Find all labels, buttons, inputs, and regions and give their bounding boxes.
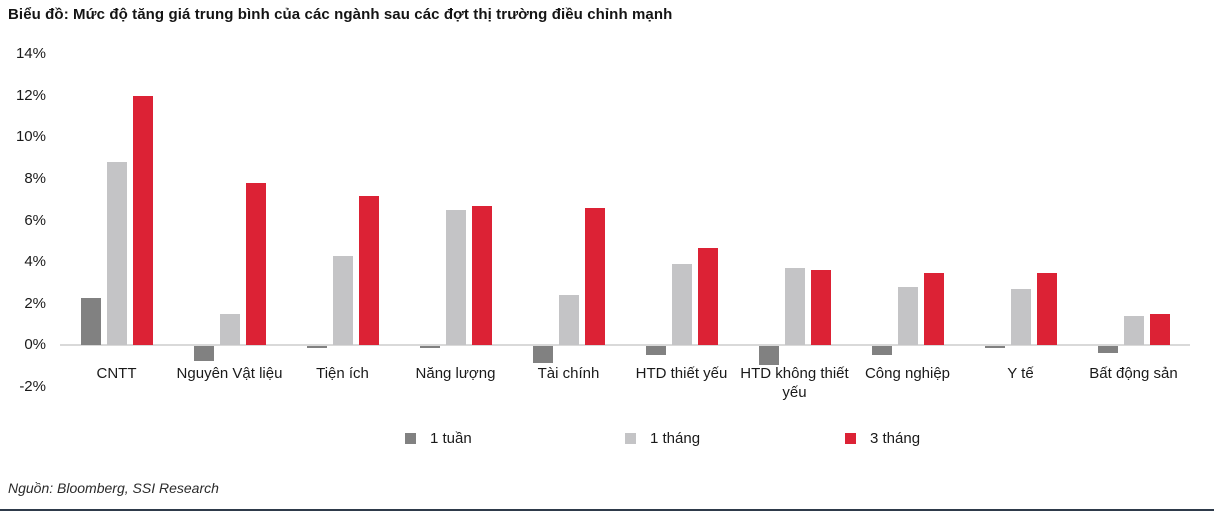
bar-1-tha-ng-cntt: [106, 162, 127, 346]
bottom-rule: [0, 509, 1214, 511]
bar-1-tha-ng-ta-i-chi-nh: [558, 295, 579, 346]
y-tick--2: -2%: [19, 378, 46, 395]
legend-swatch-3-tha-ng: [845, 432, 856, 444]
bar-1-tua-n-co-ng-nghie-p: [871, 346, 892, 355]
y-tick-14: 14%: [15, 45, 46, 62]
bar-3-tha-ng-co-ng-nghie-p: [923, 272, 944, 346]
legend-item-1-tua-n: 1 tuần: [405, 428, 472, 448]
bar-3-tha-ng-nguye-n-va-t-lie-u: [245, 183, 266, 346]
bar-1-tua-n-cntt: [80, 297, 101, 346]
legend-label-1-tua-n: 1 tuần: [430, 429, 472, 447]
bar-1-tha-ng-y-te: [1010, 289, 1031, 346]
legend-swatch-1-tha-ng: [625, 432, 636, 444]
legend-label-1-tha-ng: 1 tháng: [650, 429, 701, 447]
bar-1-tua-n-htd-kho-ng-thie-t-ye-u: [758, 346, 779, 366]
zero-baseline: [60, 344, 1190, 346]
bar-1-tha-ng-htd-kho-ng-thie-t-ye-u: [784, 268, 805, 346]
bar-1-tua-n-ta-i-chi-nh: [532, 346, 553, 364]
y-tick-8: 8%: [24, 169, 46, 187]
x-label-y-te: Y tế: [1007, 365, 1034, 382]
bar-3-tha-ng-htd-thie-t-ye-u: [697, 247, 718, 346]
y-tick-2: 2%: [24, 294, 46, 312]
legend-swatch-1-tua-n: [405, 432, 416, 444]
x-label-ba-t-o-ng-sa-n: Bất động sản: [1089, 365, 1178, 382]
bar-1-tha-ng-htd-thie-t-ye-u: [671, 264, 692, 346]
x-label-cntt: CNTT: [96, 365, 137, 382]
bar-1-tha-ng-tie-n-i-ch: [332, 255, 353, 346]
x-label-ta-i-chi-nh: Tài chính: [537, 365, 600, 382]
chart-title: Biểu đồ: Mức độ tăng giá trung bình của …: [8, 6, 673, 23]
y-axis: 14% 12% 10% 8% 6% 4% 2% 0% -2%: [0, 45, 50, 404]
bar-1-tua-n-nguye-n-va-t-lie-u: [193, 346, 214, 361]
x-label-htd-kho-ng-thie-t-ye-u: HTD không thiết yếu: [740, 365, 849, 401]
legend-item-1-tha-ng: 1 tháng: [625, 428, 700, 448]
y-tick-10: 10%: [15, 128, 46, 146]
y-tick-6: 6%: [24, 211, 46, 229]
bar-1-tha-ng-na-ng-lu-o-ng: [445, 210, 466, 346]
bar-1-tha-ng-ba-t-o-ng-sa-n: [1123, 316, 1144, 346]
source-note: Nguồn: Bloomberg, SSI Research: [8, 480, 219, 496]
bar-3-tha-ng-tie-n-i-ch: [358, 195, 379, 346]
legend-item-3-tha-ng: 3 tháng: [845, 428, 920, 448]
bar-3-tha-ng-ta-i-chi-nh: [584, 208, 605, 346]
plot-area: [60, 54, 1190, 387]
bar-1-tua-n-htd-thie-t-ye-u: [645, 346, 666, 355]
x-label-htd-thie-t-ye-u: HTD thiết yếu: [635, 365, 728, 382]
bar-3-tha-ng-na-ng-lu-o-ng: [471, 205, 492, 346]
bar-1-tha-ng-nguye-n-va-t-lie-u: [219, 314, 240, 346]
y-tick-4: 4%: [24, 253, 46, 271]
y-tick-12: 12%: [15, 86, 46, 104]
x-label-na-ng-lu-o-ng: Năng lượng: [415, 365, 496, 382]
bar-3-tha-ng-htd-kho-ng-thie-t-ye-u: [810, 270, 831, 346]
bar-1-tua-n-ba-t-o-ng-sa-n: [1097, 346, 1118, 353]
bar-3-tha-ng-ba-t-o-ng-sa-n: [1149, 314, 1170, 346]
bar-1-tua-n-y-te: [984, 346, 1005, 349]
x-label-tie-n-i-ch: Tiện ích: [316, 365, 369, 382]
legend-label-3-tha-ng: 3 tháng: [870, 429, 921, 447]
x-axis-labels: CNTT Nguyên Vật liệu Tiện ích Năng lượng Tài…: [60, 364, 1190, 402]
y-tick-0: 0%: [24, 336, 46, 354]
bar-3-tha-ng-cntt: [132, 95, 153, 346]
bar-1-tha-ng-co-ng-nghie-p: [897, 287, 918, 346]
bar-3-tha-ng-y-te: [1036, 272, 1057, 346]
bar-1-tua-n-tie-n-i-ch: [306, 346, 327, 349]
legend: 1 tuần 1 tháng 3 tháng: [0, 428, 1214, 452]
x-label-co-ng-nghie-p: Công nghiệp: [864, 365, 951, 382]
x-label-nguye-n-va-t-lie-u: Nguyên Vật liệu: [176, 365, 283, 382]
bar-1-tua-n-na-ng-lu-o-ng: [419, 346, 440, 349]
